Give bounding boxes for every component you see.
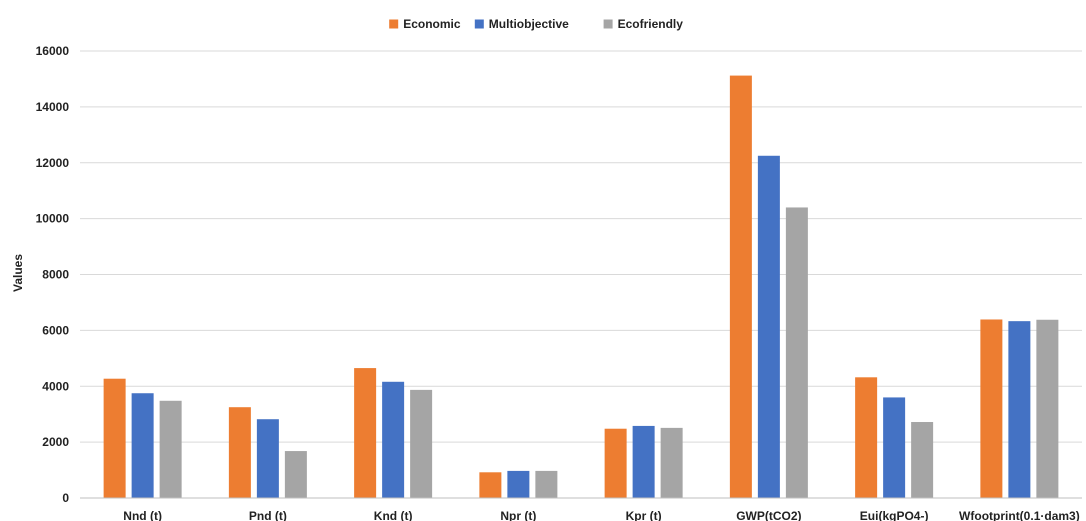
- bar: [757, 155, 780, 498]
- bar: [883, 397, 906, 498]
- bar: [911, 422, 934, 498]
- legend-swatch: [474, 19, 484, 29]
- bar: [284, 451, 307, 498]
- x-tick-label: Wfootprint(0.1·dam3): [959, 509, 1080, 521]
- legend-swatch: [603, 19, 613, 29]
- bar: [632, 425, 655, 498]
- bar: [159, 400, 182, 498]
- bar: [479, 472, 502, 498]
- bar: [1036, 319, 1059, 498]
- y-tick-label: 14000: [36, 100, 70, 114]
- bar: [729, 75, 752, 499]
- y-tick-label: 8000: [42, 268, 69, 282]
- x-tick-label: Knd (t): [374, 509, 413, 521]
- legend-label: Economic: [403, 17, 461, 31]
- y-tick-label: 2000: [42, 435, 69, 449]
- bar: [980, 319, 1003, 498]
- bar: [256, 419, 279, 498]
- x-tick-label: GWP(tCO2): [736, 509, 801, 521]
- x-tick-label: Pnd (t): [249, 509, 287, 521]
- y-axis-title: Values: [11, 254, 25, 292]
- bar: [535, 470, 558, 498]
- y-tick-label: 12000: [36, 156, 70, 170]
- bar: [228, 407, 251, 498]
- legend-swatch: [389, 19, 399, 29]
- bar: [785, 207, 808, 498]
- bar: [855, 377, 878, 498]
- bar: [103, 378, 126, 498]
- bar: [410, 389, 433, 498]
- x-tick-label: Kpr (t): [626, 509, 662, 521]
- x-tick-label: Eui(kgPO4-): [860, 509, 929, 521]
- x-axis-ticks: Nnd (t) Pnd (t) Knd (t) Npr (t) Kpr (t) GWP(t…: [123, 509, 1079, 521]
- x-tick-label: Npr (t): [500, 509, 536, 521]
- bar: [354, 368, 377, 498]
- y-tick-label: 6000: [42, 323, 69, 337]
- bar: [131, 393, 154, 498]
- y-tick-label: 4000: [42, 379, 69, 393]
- y-tick-label: 10000: [36, 212, 70, 226]
- bar: [660, 427, 683, 498]
- legend-label: Multiobjective: [489, 17, 569, 31]
- bar: [604, 428, 627, 498]
- y-tick-label: 16000: [36, 44, 70, 58]
- bar: [507, 470, 530, 498]
- bar: [1008, 321, 1031, 498]
- x-tick-label: Nnd (t): [123, 509, 162, 521]
- bar: [382, 381, 405, 498]
- y-tick-label: 0: [62, 491, 69, 505]
- y-axis-ticks: 0 2000 4000 6000 8000 10000 12000 14000 16000: [36, 44, 70, 505]
- gridlines: [80, 50, 1082, 443]
- legend-label: Ecofriendly: [618, 17, 684, 31]
- bars: [103, 75, 1059, 499]
- legend: Economic Multiobjective Ecofriendly: [389, 17, 683, 31]
